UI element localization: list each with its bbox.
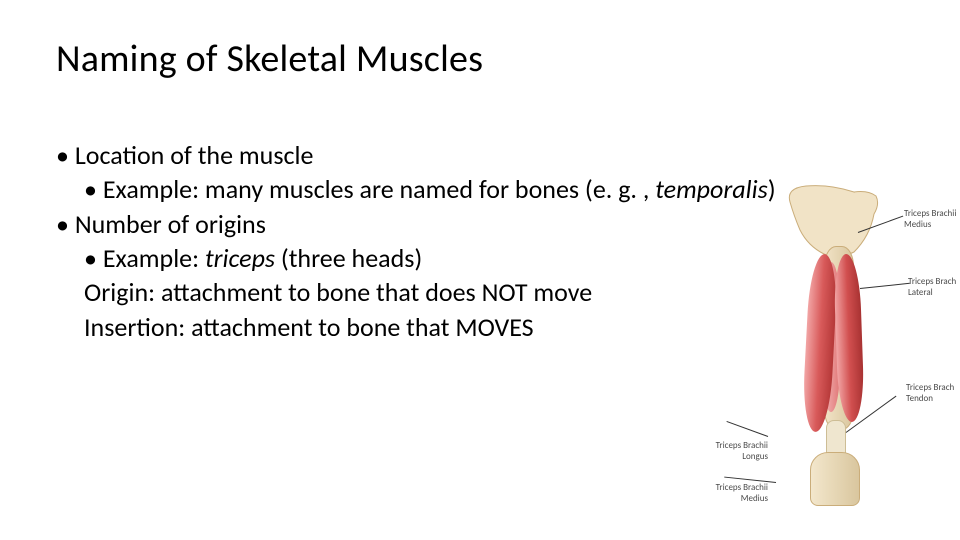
label-tendon: Triceps BrachTendon xyxy=(906,382,954,404)
bullet-origins-example-italic: triceps xyxy=(205,242,275,274)
bullet-origins-example: Example: triceps (three heads) xyxy=(84,241,776,275)
slide-body: Location of the muscle Example: many mus… xyxy=(56,138,776,344)
bullet-origins-example-pre: Example: xyxy=(103,242,205,274)
triceps-diagram: Triceps BrachiiMedius Triceps BrachLater… xyxy=(746,182,960,512)
bullet-location-example: Example: many muscles are named for bone… xyxy=(84,172,776,206)
slide-title: Naming of Skeletal Muscles xyxy=(56,36,904,82)
bullet-origin-def: Origin: attachment to bone that does NOT… xyxy=(84,275,776,309)
bullet-origins-text: Number of origins xyxy=(75,208,266,240)
bullet-location-text: Location of the muscle xyxy=(75,139,314,171)
label-lateral: Triceps BrachLateral xyxy=(908,276,956,298)
lead-line xyxy=(860,283,910,289)
bullet-origins-example-post: (three heads) xyxy=(275,242,422,274)
lead-line xyxy=(726,421,768,437)
bullet-origins: Number of origins xyxy=(56,207,776,241)
forearm-bone xyxy=(810,452,860,506)
slide: Naming of Skeletal Muscles Location of t… xyxy=(0,0,960,540)
bullet-location: Location of the muscle xyxy=(56,138,776,172)
bullet-insertion-def: Insertion: attachment to bone that MOVES xyxy=(84,310,776,344)
label-longus: Triceps BrachiiLongus xyxy=(716,440,768,462)
label-medius-bot: Triceps BrachiiMedius xyxy=(716,482,768,504)
bullet-location-example-pre: Example: many muscles are named for bone… xyxy=(103,173,655,205)
label-medius-top: Triceps BrachiiMedius xyxy=(904,208,956,230)
